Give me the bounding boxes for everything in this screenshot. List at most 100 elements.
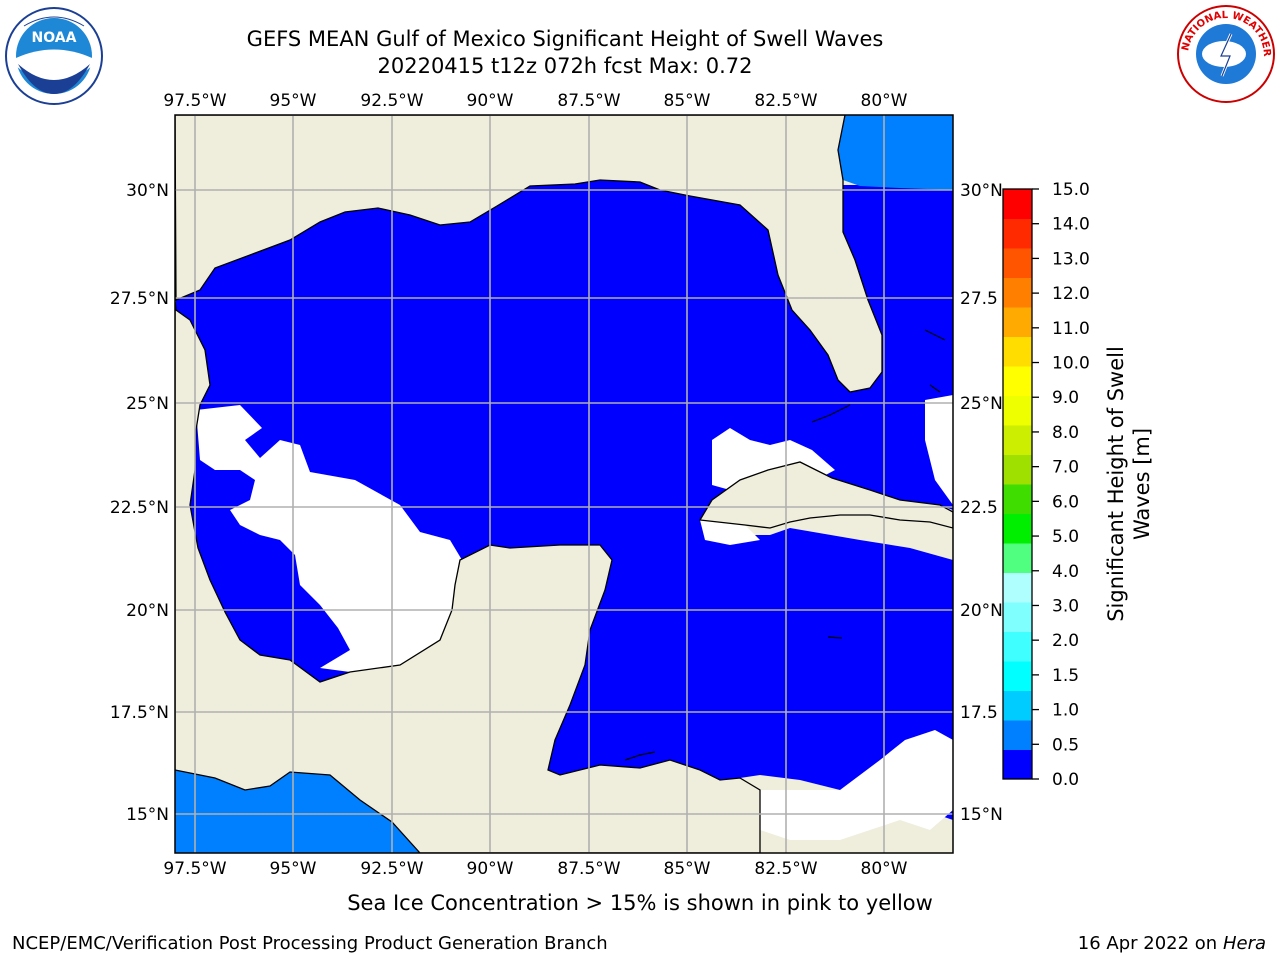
lat-label: 20°N (126, 601, 169, 621)
colorbar-segment (1003, 749, 1032, 780)
map-frame (174, 114, 954, 854)
lon-labels-bottom: 97.5°W 95°W 92.5°W 90°W 87.5°W 85°W 82.5… (163, 859, 907, 879)
lon-label: 97.5°W (163, 91, 226, 111)
lon-label: 95°W (270, 91, 317, 111)
lon-labels-top: 97.5°W 95°W 92.5°W 90°W 87.5°W 85°W 82.5… (163, 91, 907, 111)
colorbar-tick-label: 10.0 (1052, 354, 1090, 374)
credit-branch: NCEP/EMC/Verification Post Processing Pr… (12, 933, 608, 954)
colorbar-segment (1003, 189, 1032, 219)
colorbar-tick-label: 13.0 (1052, 249, 1090, 269)
missing-data-east (925, 395, 953, 505)
lon-label: 80°W (861, 859, 908, 879)
missing-data-southeast (760, 730, 953, 840)
colorbar-segment (1003, 307, 1032, 337)
colorbar-segment (1003, 248, 1032, 278)
colorbar (1003, 189, 1032, 780)
credit-date: 16 Apr 2022 on Hera (1078, 933, 1266, 954)
colorbar-segment (1003, 543, 1032, 573)
lon-label: 92.5°W (360, 859, 423, 879)
colorbar-segment (1003, 218, 1032, 249)
colorbar-segment (1003, 277, 1032, 308)
lat-label: 30°N (960, 181, 1003, 201)
lon-label: 82.5°W (754, 91, 817, 111)
colorbar-segment (1003, 661, 1032, 691)
colorbar-segment (1003, 366, 1032, 396)
colorbar-segment (1003, 572, 1032, 603)
colorbar-tick-label: 0.5 (1052, 735, 1079, 755)
lat-label: 27.5°N (110, 289, 169, 309)
lon-label: 90°W (467, 859, 514, 879)
colorbar-segment (1003, 395, 1032, 426)
lat-label: 25°N (126, 394, 169, 414)
colorbar-segment (1003, 513, 1032, 544)
colorbar-segment (1003, 336, 1032, 367)
colorbar-tick-label: 5.0 (1052, 527, 1079, 547)
colorbar-segment (1003, 602, 1032, 632)
nws-logo: NATIONAL WEATHER SERVICE (1172, 0, 1276, 108)
missing-data-yucatan-coast (700, 520, 760, 545)
lat-label: 20°N (960, 601, 1003, 621)
lat-label: 25°N (960, 394, 1003, 414)
colorbar-tick-label: 0.0 (1052, 770, 1079, 790)
land-cayman (827, 636, 843, 639)
colorbar-tick-label: 9.0 (1052, 388, 1079, 408)
credit-date-text: 16 Apr 2022 on (1077, 933, 1223, 954)
colorbar-title: Significant Height of Swell Waves [m] (1104, 346, 1154, 622)
colorbar-segment (1003, 720, 1032, 750)
map-area (175, 115, 953, 853)
land-florida-keys (811, 404, 851, 423)
colorbar-tick-label: 3.0 (1052, 596, 1079, 616)
missing-data-west (196, 405, 462, 672)
lon-label: 92.5°W (360, 91, 423, 111)
lon-label: 80°W (861, 91, 908, 111)
pacific-mid-swell (175, 770, 420, 853)
lat-label: 22.5°N (110, 498, 169, 518)
chart-subtitle: 20220415 t12z 072h fcst Max: 0.72 (377, 54, 753, 78)
lat-label: 30°N (126, 181, 169, 201)
lon-label: 85°W (664, 91, 711, 111)
colorbar-segment (1003, 454, 1032, 485)
chart-title: GEFS MEAN Gulf of Mexico Significant Hei… (246, 27, 884, 51)
colorbar-tick-label: 1.5 (1052, 666, 1079, 686)
lon-label: 90°W (467, 91, 514, 111)
colorbar-tick-label: 14.0 (1052, 215, 1090, 235)
missing-data-west-inner (255, 590, 290, 640)
colorbar-title-line1: Significant Height of Swell (1104, 346, 1128, 622)
sea-ice-footnote: Sea Ice Concentration > 15% is shown in … (347, 891, 933, 915)
colorbar-tick-label: 15.0 (1052, 180, 1090, 200)
colorbar-segment (1003, 425, 1032, 455)
lat-labels-left: 30°N 27.5°N 25°N 22.5°N 20°N 17.5°N 15°N (110, 181, 169, 825)
gridlines (175, 115, 953, 853)
lon-label: 82.5°W (754, 859, 817, 879)
colorbar-title-line2: Waves [m] (1130, 428, 1154, 540)
colorbar-tick-label: 4.0 (1052, 562, 1079, 582)
colorbar-tick-label: 12.0 (1052, 284, 1090, 304)
land-cuba (698, 461, 953, 529)
colorbar-tick-label: 1.0 (1052, 701, 1079, 721)
lat-label: 27.5 (960, 289, 998, 309)
land-usa-gulf-coast (175, 115, 883, 393)
colorbar-tick-label: 8.0 (1052, 423, 1079, 443)
colorbar-tick-label: 7.0 (1052, 458, 1079, 478)
lat-label: 17.5 (960, 703, 998, 723)
colorbar-tick-label: 11.0 (1052, 319, 1090, 339)
lon-label: 95°W (270, 859, 317, 879)
lat-labels-right: 30°N 27.5 25°N 22.5 20°N 17.5 15°N (960, 181, 1003, 825)
lat-label: 17.5°N (110, 703, 169, 723)
colorbar-frame (1002, 188, 1033, 780)
colorbar-segment (1003, 484, 1032, 514)
land-honduras-islands (624, 751, 656, 761)
lat-label: 15°N (960, 805, 1003, 825)
atlantic-mid-swell (838, 115, 953, 190)
colorbar-segment (1003, 631, 1032, 662)
lon-label: 87.5°W (557, 91, 620, 111)
colorbar-tick-label: 2.0 (1052, 631, 1079, 651)
lon-label: 87.5°W (557, 859, 620, 879)
land-mexico-west (175, 299, 761, 853)
land-bahamas (924, 329, 946, 393)
colorbar-segment (1003, 690, 1032, 721)
lat-label: 15°N (126, 805, 169, 825)
noaa-logo-text: NOAA (32, 30, 77, 46)
lat-label: 22.5 (960, 498, 998, 518)
credit-host: Hera (1222, 933, 1266, 954)
